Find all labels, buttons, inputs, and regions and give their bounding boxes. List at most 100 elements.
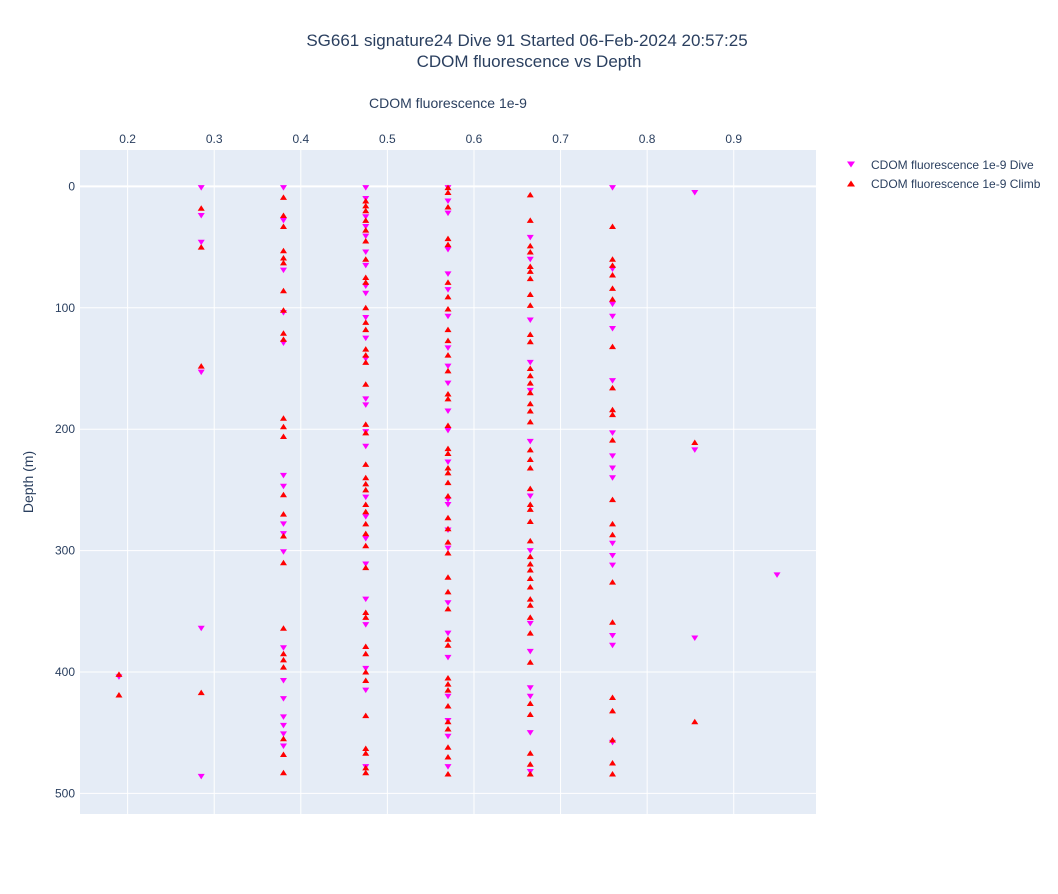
climb-point [115, 671, 123, 677]
climb-point [526, 761, 534, 767]
climb-point [362, 520, 370, 527]
dive-point [773, 572, 781, 578]
climb-point [362, 326, 370, 333]
climb-point [526, 302, 534, 308]
y-tick-label: 300 [55, 544, 75, 558]
climb-point [362, 745, 370, 751]
climb-point [526, 602, 534, 608]
climb-point [444, 642, 452, 648]
climb-point [526, 242, 534, 249]
climb-point [362, 769, 370, 776]
dive-point [197, 773, 205, 780]
climb-point [526, 630, 534, 636]
climb-point [362, 319, 370, 325]
climb-point [444, 189, 452, 195]
dive-point [444, 408, 452, 414]
climb-point [279, 433, 287, 439]
climb-point [444, 681, 452, 687]
climb-point [526, 389, 534, 396]
climb-point [362, 256, 370, 262]
climb-point [526, 584, 534, 590]
climb-point [362, 508, 370, 515]
climb-point [444, 422, 452, 429]
y-tick-label: 0 [68, 179, 75, 193]
climb-point [609, 736, 617, 743]
legend-dive-label[interactable]: CDOM fluorescence 1e-9 Dive [871, 158, 1034, 172]
legend[interactable]: CDOM fluorescence 1e-9 Dive CDOM fluores… [847, 158, 1041, 191]
climb-point [609, 272, 617, 278]
dive-point [609, 313, 617, 320]
climb-point [526, 553, 534, 560]
dive-point [362, 561, 370, 567]
dive-point [362, 249, 370, 255]
climb-point [362, 614, 370, 620]
climb-point [526, 506, 534, 512]
climb-point [526, 456, 534, 463]
climb-point [197, 689, 205, 696]
dive-point [609, 552, 617, 559]
climb-point [526, 407, 534, 414]
climb-point [279, 656, 287, 663]
climb-point [362, 677, 370, 683]
dive-point [444, 363, 452, 370]
y-axis-title: Depth (m) [20, 451, 36, 513]
dive-point [197, 185, 205, 191]
climb-point [526, 263, 534, 270]
climb-point [526, 268, 534, 274]
dive-point [526, 693, 534, 700]
climb-point [609, 579, 617, 585]
dive-point [609, 475, 617, 481]
dive-point [362, 233, 370, 240]
climb-point [609, 285, 617, 291]
climb-point [362, 480, 370, 487]
climb-point [526, 567, 534, 573]
climb-point [526, 191, 534, 198]
climb-point [444, 702, 452, 709]
dive-point [526, 234, 534, 241]
dive-point [362, 262, 370, 269]
climb-point [279, 259, 287, 266]
dive-point [609, 465, 617, 472]
climb-point [444, 514, 452, 521]
climb-point [526, 400, 534, 407]
dive-point [609, 540, 617, 547]
x-tick-label: 0.9 [725, 132, 742, 146]
dive-point [526, 256, 534, 263]
climb-point [197, 244, 205, 250]
dive-point [444, 693, 452, 700]
climb-point [444, 718, 452, 725]
climb-point [444, 293, 452, 300]
climb-point [362, 279, 370, 285]
dive-point [362, 356, 370, 362]
climb-point [609, 770, 617, 777]
climb-point [444, 204, 452, 210]
dive-point [362, 494, 370, 501]
climb-point [526, 575, 534, 582]
climb-point [609, 411, 617, 418]
climb-point [444, 395, 452, 402]
dive-point [197, 625, 205, 632]
climb-point [197, 205, 205, 211]
climb-point [609, 760, 617, 766]
climb-point [279, 491, 287, 498]
legend-climb-label[interactable]: CDOM fluorescence 1e-9 Climb [871, 177, 1041, 191]
dive-point [526, 730, 534, 736]
dive-point [444, 247, 452, 253]
climb-point [279, 664, 287, 670]
climb-point [691, 439, 699, 446]
x-tick-label: 0.4 [292, 132, 309, 146]
climb-point [362, 227, 370, 233]
climb-point [362, 207, 370, 214]
climb-point [362, 274, 370, 280]
x-tick-label: 0.7 [552, 132, 569, 146]
dive-point [609, 378, 617, 384]
climb-point [526, 217, 534, 223]
climb-point [609, 296, 617, 302]
climb-point [279, 423, 287, 430]
climb-point [279, 650, 287, 657]
climb-point [444, 445, 452, 452]
climb-point [526, 711, 534, 717]
climb-point [115, 692, 123, 698]
dive-point [444, 210, 452, 217]
dive-point [609, 301, 617, 308]
